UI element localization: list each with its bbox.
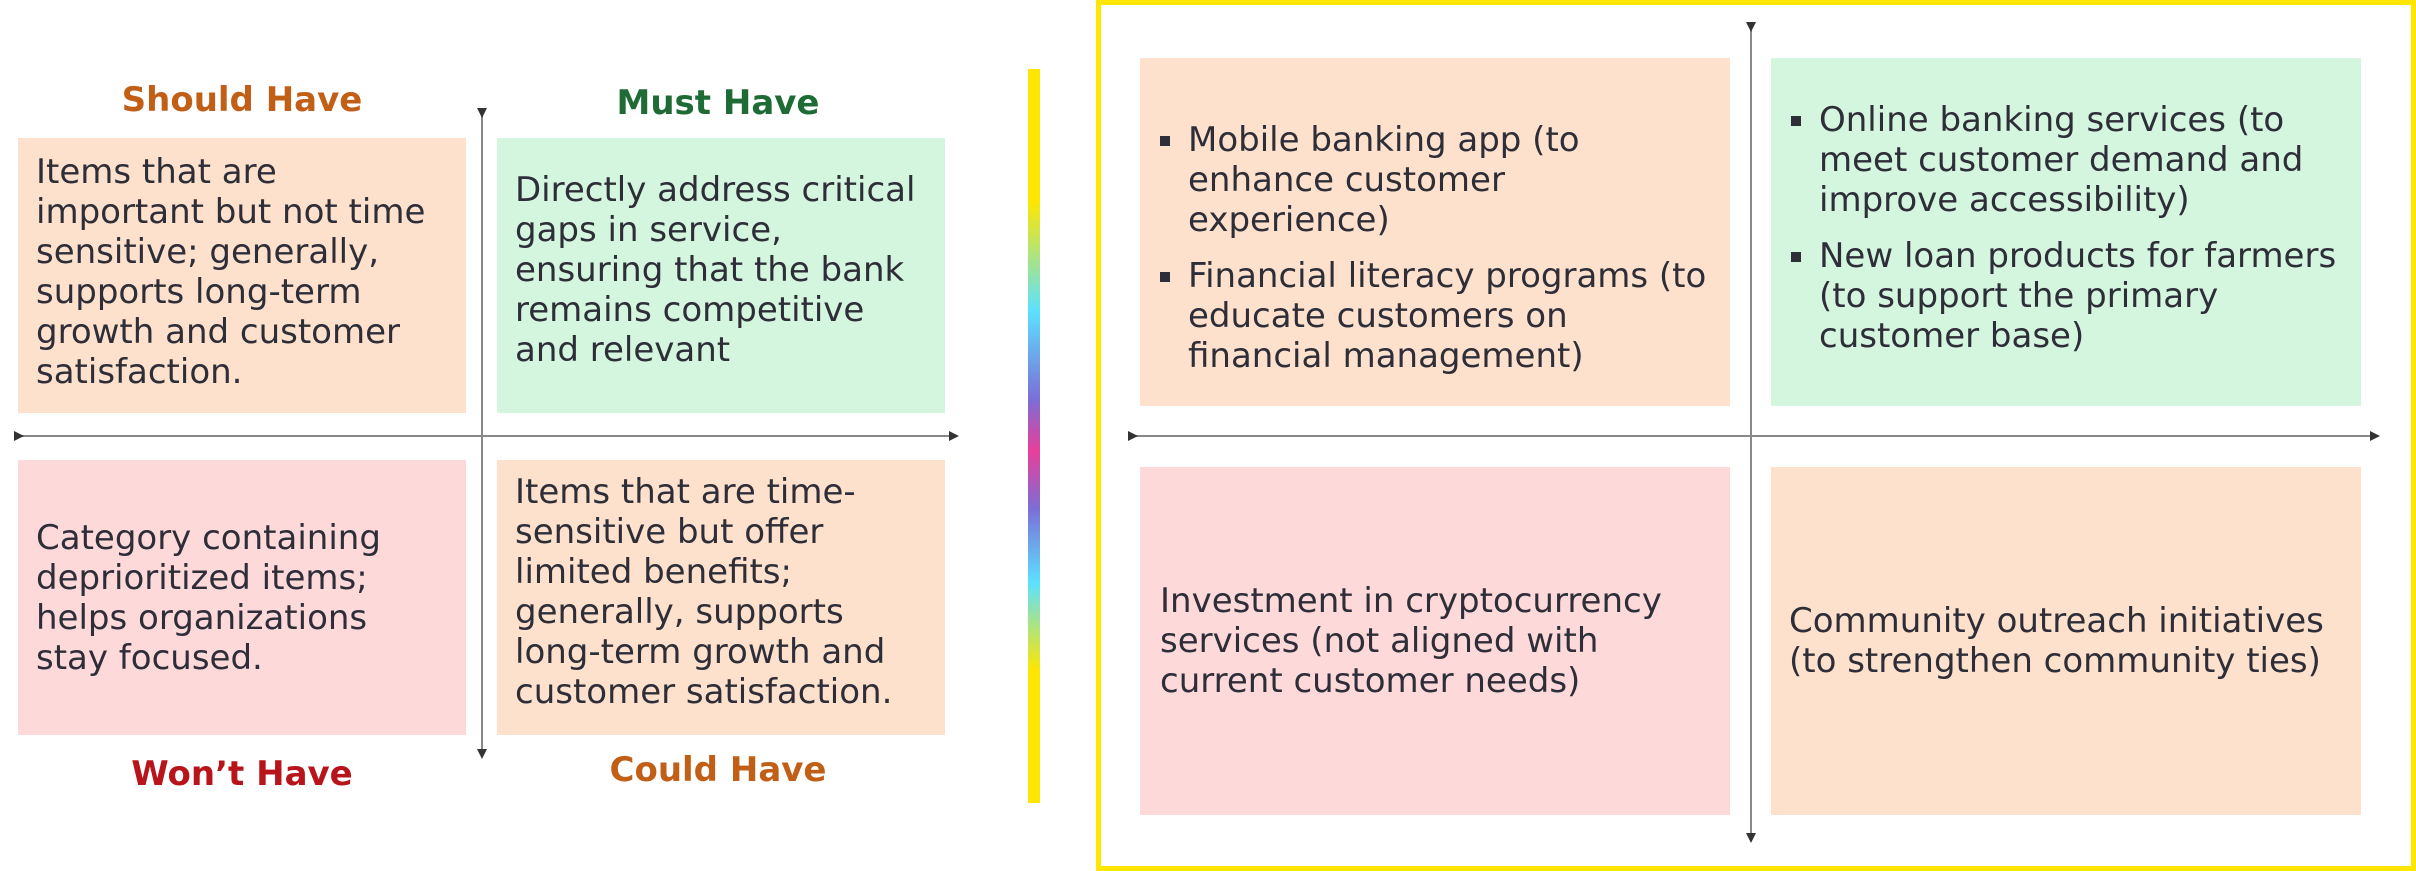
should-have-description-box: Items that are important but not time se… (18, 138, 466, 413)
list-item: Mobile banking app (to enhance customer … (1160, 120, 1710, 240)
right-wont-have-box: Investment in cryptocurrency services (n… (1140, 467, 1730, 815)
wont-have-heading: Won’t Have (131, 754, 353, 794)
should-have-heading: Should Have (121, 80, 363, 120)
could-have-description-box: Items that are time-sensitive but offer … (497, 460, 945, 735)
list-item: Online banking services (to meet custome… (1791, 100, 2341, 220)
list-item: Financial literacy programs (to educate … (1160, 256, 1710, 376)
highlight-frame (1096, 0, 2416, 871)
could-have-heading: Could Have (609, 750, 827, 790)
right-could-have-box: Community outreach initiatives (to stren… (1771, 467, 2361, 815)
right-must-have-box: Online banking services (to meet custome… (1771, 58, 2361, 406)
gradient-divider (1028, 69, 1040, 803)
must-have-description-box: Directly address critical gaps in servic… (497, 138, 945, 413)
right-must-have-list: Online banking services (to meet custome… (1791, 100, 2341, 372)
right-should-have-list: Mobile banking app (to enhance customer … (1160, 120, 1710, 392)
right-should-have-box: Mobile banking app (to enhance customer … (1140, 58, 1730, 406)
wont-have-description-box: Category containing deprioritized items;… (18, 460, 466, 735)
must-have-heading: Must Have (616, 83, 820, 123)
list-item: New loan products for farmers (to suppor… (1791, 236, 2341, 356)
